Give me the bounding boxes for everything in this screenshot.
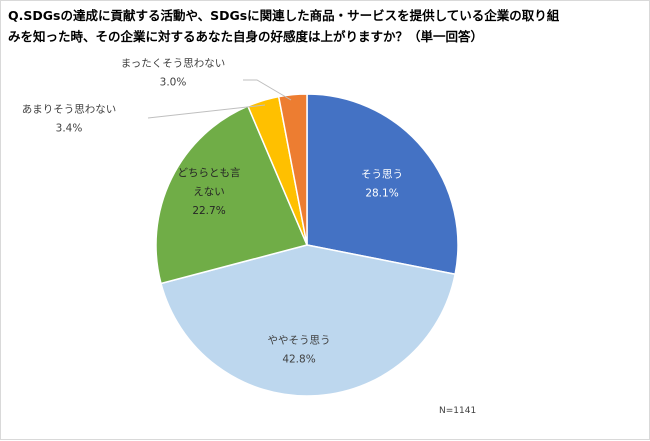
slice-category-label-3: えない: [193, 186, 225, 198]
pie-slice-5: [277, 93, 308, 246]
sample-size-note: N=1141: [439, 406, 477, 416]
pie-slice-2: [160, 244, 457, 397]
leader-line-5: [243, 79, 292, 101]
pie-slice-3: [155, 105, 309, 285]
leader-line-4: [147, 104, 266, 119]
slice-value-label-5: 3.0%: [160, 77, 187, 89]
slice-value-label-2: 42.8%: [282, 354, 315, 366]
chart-title: Q.SDGsの達成に貢献する活動や、SDGsに関連した商品・サービスを提供してい…: [8, 8, 560, 44]
slice-category-label-4: あまりそう思わない: [22, 104, 117, 116]
slice-category-label-5: まったくそう思わない: [121, 58, 226, 70]
pie-slice-1: [306, 93, 459, 276]
slice-category-label-3: どちらとも言: [178, 166, 241, 179]
slice-value-label-3: 22.7%: [192, 205, 225, 217]
slice-value-label-1: 28.1%: [365, 188, 398, 200]
slice-value-label-4: 3.4%: [56, 123, 83, 135]
slice-category-label-2: ややそう思う: [268, 335, 331, 347]
slice-category-label-1: そう思う: [361, 169, 403, 181]
